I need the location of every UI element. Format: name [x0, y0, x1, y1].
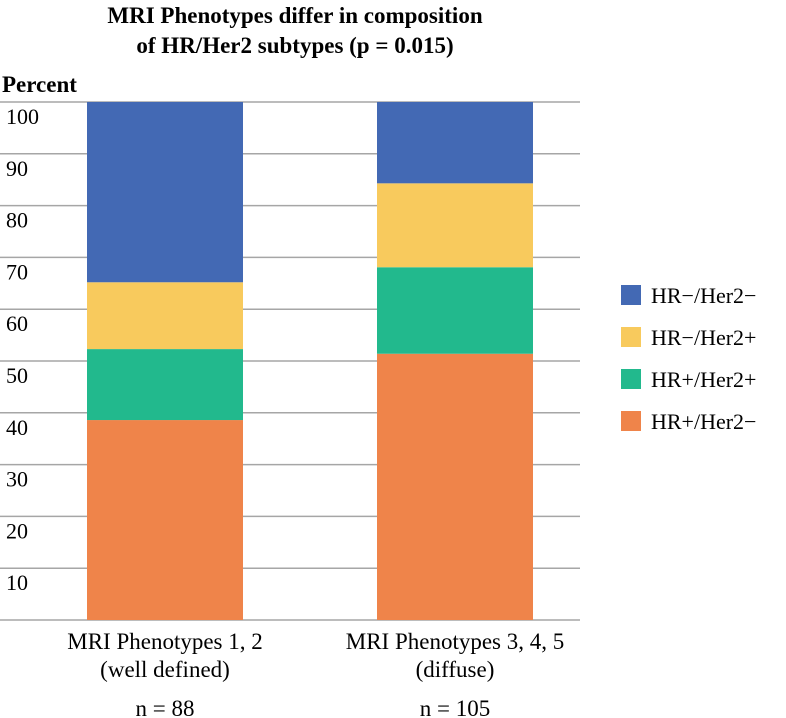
x-axis-categories: MRI Phenotypes 1, 2 (well defined) n = 88 M… — [67, 629, 564, 718]
y-tick-label: 80 — [6, 208, 28, 233]
category-label-n: n = 105 — [420, 696, 490, 718]
bars — [87, 102, 533, 620]
bar-segment-1-3 — [87, 282, 243, 350]
y-tick-label: 30 — [6, 467, 28, 492]
legend-label: HR−/Her2− — [651, 283, 756, 308]
legend: HR−/Her2− HR−/Her2+ HR+/Her2+ HR+/Her2− — [621, 283, 756, 434]
legend-label: HR+/Her2− — [651, 409, 756, 434]
chart-title-line-1: MRI Phenotypes differ in composition — [107, 3, 482, 28]
legend-swatch — [621, 327, 641, 347]
category-label-n: n = 88 — [136, 696, 195, 718]
y-tick-label: 70 — [6, 259, 28, 284]
y-axis-ticks: 10 20 30 40 50 60 70 80 90 100 — [6, 104, 39, 595]
y-tick-label: 90 — [6, 156, 28, 181]
legend-swatch — [621, 369, 641, 389]
y-axis-label: Percent — [2, 72, 77, 97]
bar-segment-2-2 — [377, 267, 533, 354]
y-tick-label: 40 — [6, 415, 28, 440]
bar-segment-2-3 — [377, 183, 533, 268]
y-tick-label: 60 — [6, 311, 28, 336]
bar-segment-1-1 — [87, 420, 243, 620]
category-label-line1: MRI Phenotypes 3, 4, 5 — [346, 629, 565, 654]
category-label-line2: (diffuse) — [416, 657, 495, 682]
legend-label: HR+/Her2+ — [651, 367, 756, 392]
bar-segment-1-2 — [87, 349, 243, 421]
category-label-line2: (well defined) — [100, 657, 230, 682]
bar-segment-1-4 — [87, 102, 243, 283]
legend-label: HR−/Her2+ — [651, 325, 756, 350]
category-label-line1: MRI Phenotypes 1, 2 — [67, 629, 263, 654]
y-tick-label: 10 — [6, 570, 28, 595]
y-tick-label: 20 — [6, 518, 28, 543]
legend-swatch — [621, 285, 641, 305]
y-tick-label: 100 — [6, 104, 39, 129]
bar-segment-2-4 — [377, 102, 533, 184]
bar-segment-2-1 — [377, 353, 533, 620]
chart-title-line-2: of HR/Her2 subtypes (p = 0.015) — [136, 33, 453, 58]
legend-swatch — [621, 411, 641, 431]
y-tick-label: 50 — [6, 363, 28, 388]
